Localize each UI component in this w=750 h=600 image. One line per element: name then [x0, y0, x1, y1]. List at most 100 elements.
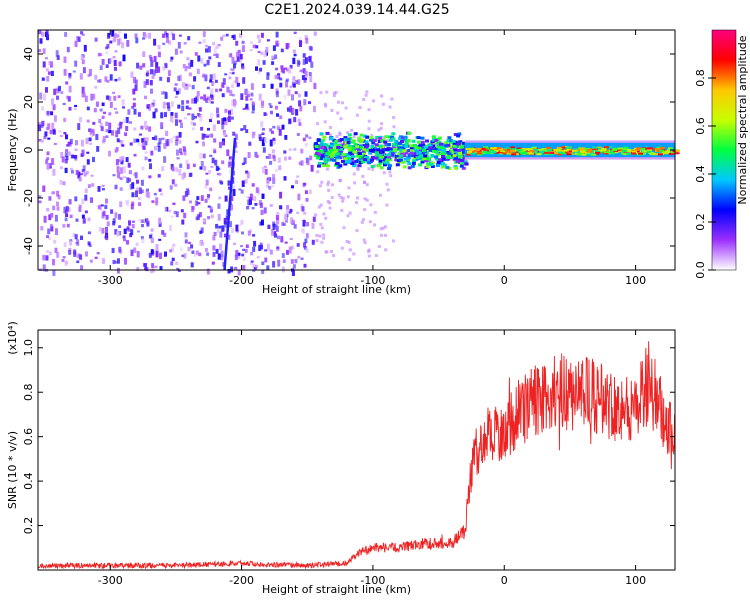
spectrogram-cell — [436, 145, 441, 149]
spectrogram-cell — [299, 105, 303, 112]
spectrogram-cell — [132, 102, 136, 107]
spectrogram-cell — [378, 137, 383, 141]
spectrogram-cell — [53, 142, 57, 145]
spectrogram-cell — [378, 144, 383, 148]
spectrogram-cell — [123, 176, 127, 179]
spectrogram-cell — [423, 154, 428, 158]
spectrogram-cell — [335, 135, 339, 138]
spectrogram-cell — [63, 242, 67, 247]
spectrogram-cell — [522, 148, 528, 151]
spectrogram-cell — [104, 235, 108, 239]
spectrogram-cell — [207, 127, 210, 131]
spectrogram-cell — [86, 159, 90, 165]
spectrogram-cell — [338, 164, 343, 168]
spectrogram-cell — [387, 143, 392, 146]
spectrogram-cell — [52, 259, 55, 266]
spectrogram-cell — [295, 180, 299, 184]
spectrogram-cell — [407, 131, 412, 135]
spectrogram-cell — [148, 106, 152, 111]
spectrogram-cell — [114, 260, 118, 264]
spectrogram-cell — [416, 140, 421, 144]
spectrogram-cell — [244, 89, 248, 96]
spectrogram-cell — [297, 118, 301, 122]
spectrogram-cell — [251, 206, 255, 210]
spectrogram-cell — [384, 248, 388, 252]
spectrogram-cell — [209, 208, 213, 213]
spectrogram-cell — [261, 261, 265, 266]
spectrogram-cell — [453, 133, 458, 136]
spectrogram-cell — [216, 107, 219, 114]
spectrogram-cell — [242, 265, 246, 270]
spectrogram-cell — [154, 135, 158, 141]
spectrogram-cell — [237, 49, 241, 53]
spectrogram-cell — [344, 160, 349, 164]
spectrogram-cell — [75, 140, 78, 146]
spectrogram-cell — [304, 190, 308, 195]
spectrogram-cell — [162, 66, 166, 71]
spectrogram-cell — [380, 233, 383, 237]
spectrogram-cell — [50, 212, 54, 218]
spectrogram-cell — [229, 53, 233, 57]
spectrogram-cell — [320, 146, 325, 150]
spectrogram-cell — [260, 32, 264, 38]
spectrogram-cell — [251, 101, 255, 106]
spectrogram-cell — [81, 59, 85, 65]
spectrogram-cell — [245, 129, 249, 133]
spectrogram-cell — [252, 44, 256, 49]
spectrogram-cell — [191, 127, 195, 131]
spectrogram-cell — [479, 152, 485, 155]
spectrogram-cell — [373, 223, 376, 227]
spectrogram-cell — [352, 164, 357, 168]
spectrogram-cell — [64, 152, 68, 158]
spectrogram-cell — [202, 73, 206, 77]
spectrogram-cell — [371, 155, 375, 159]
spectrogram-cell — [104, 204, 108, 210]
spectrogram-cell — [202, 39, 206, 44]
spectrogram-cell — [255, 45, 259, 49]
spectrogram-cell — [149, 269, 153, 274]
spectrogram-cell — [296, 59, 300, 67]
spectrogram-cell — [294, 258, 298, 264]
spectrogram-cell — [325, 131, 330, 135]
spectrogram-cell — [261, 219, 264, 226]
spectrogram-cell — [292, 219, 295, 225]
spectrogram-cell — [205, 48, 208, 53]
spectrogram-cell — [218, 141, 222, 149]
spectrogram-cell — [199, 152, 203, 160]
spectrogram-cell — [87, 243, 91, 246]
spectrogram-cell — [313, 31, 317, 36]
spectrogram-cell — [317, 161, 322, 165]
spectrogram-cell — [155, 201, 159, 206]
colorbar-tick-label: 0.2 — [694, 213, 707, 231]
spectrogram-cell — [266, 72, 270, 76]
spectrogram-cell — [231, 228, 234, 234]
spectrogram-cell — [557, 151, 563, 154]
spectrogram-cell — [238, 52, 241, 57]
spectrogram-cell — [90, 133, 94, 138]
spectrogram-cell — [257, 50, 261, 54]
spectrogram-cell — [165, 32, 169, 38]
spectrogram-cell — [270, 130, 274, 134]
spectrogram-cell — [98, 79, 102, 83]
colorbar-tick-label: 0.4 — [694, 165, 707, 183]
spectrogram-cell — [149, 80, 153, 86]
spectrogram-cell — [209, 112, 213, 120]
spectrogram-cell — [221, 123, 225, 130]
spectrogram-cell — [267, 224, 271, 230]
spectrogram-cell — [142, 37, 146, 40]
spectrogram-cell — [266, 265, 270, 270]
spectrogram-cell — [383, 140, 388, 144]
spectrogram-cell — [445, 165, 450, 169]
spectrogram-cell — [152, 111, 156, 119]
spectrogram-cell — [208, 170, 212, 174]
spectrogram-cell — [134, 84, 138, 91]
spectrogram-cell — [188, 62, 192, 69]
spectrogram-cell — [370, 165, 375, 168]
spectrogram-cell — [175, 90, 179, 95]
spectrogram-cell — [153, 192, 157, 196]
spectrogram-cell — [290, 259, 294, 264]
spectrogram-cell — [292, 49, 296, 54]
spectrogram-cell — [224, 233, 227, 238]
spectrogram-cell — [143, 137, 147, 142]
spectrogram-cell — [363, 197, 367, 201]
